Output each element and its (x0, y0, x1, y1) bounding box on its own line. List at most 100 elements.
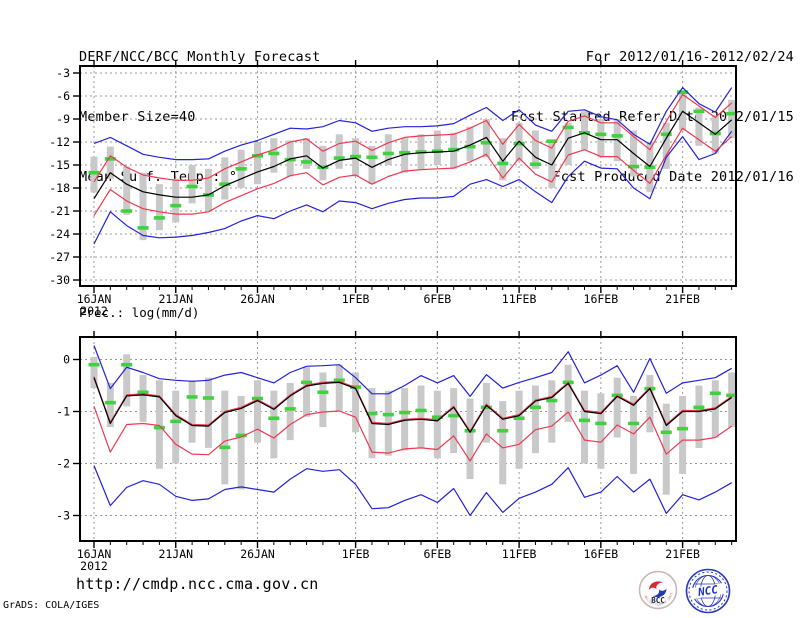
obs-dash (268, 416, 280, 421)
obs-dash (137, 226, 149, 230)
axes: 0 -1 -2 -3 16JAN 21JAN 26JAN 1FEB 6FEB 11FEB 16FEB… (56, 331, 737, 573)
spread-bar (679, 395, 687, 474)
spread-bar (581, 111, 588, 150)
chart-temp-ensemble-max-line (93, 86, 733, 161)
spread-bar (499, 138, 507, 181)
spread-bar (613, 377, 621, 438)
x-tick-label: 11FEB (502, 547, 537, 561)
obs-dash (219, 445, 231, 450)
spread-bar (172, 390, 180, 464)
site-url: http://cmdp.ncc.cma.gov.cn (76, 575, 319, 593)
obs-dash (350, 154, 362, 159)
spread-bar (531, 130, 539, 169)
obs-dash (153, 425, 165, 430)
spread-bar (106, 382, 114, 428)
spread-bar (155, 184, 163, 231)
obs-dash (153, 216, 165, 220)
obs-dash (186, 395, 198, 399)
spread-bar (221, 157, 229, 200)
spread-bar (188, 165, 196, 204)
obs-dash (137, 390, 149, 395)
precipitation-chart: 0 -1 -2 -3 16JAN 21JAN 26JAN 1FEB 6FEB 11FEB 16FEB… (56, 331, 738, 573)
obs-dash (121, 209, 133, 213)
x-tick-label: 16JAN (77, 292, 112, 306)
chart-prec-ensemble-mean-line (93, 377, 733, 433)
spread-bar (254, 380, 261, 443)
obs-dash (170, 203, 182, 208)
page-title: DERF/NCC/BCC Monthly Forecast (79, 49, 321, 65)
spread-bar (123, 166, 131, 215)
y-tick-label: -3 (56, 66, 70, 80)
spread-bar (188, 380, 196, 443)
chart-prec-ensemble-plus-std-line (93, 376, 733, 432)
obs-dash (448, 413, 460, 418)
x-tick-label: 26JAN (240, 292, 275, 306)
chart-temp-ensemble-mean-line (93, 110, 733, 200)
spread-bar (466, 398, 474, 480)
spread-bar (433, 130, 441, 166)
spread-bar (417, 385, 425, 448)
obs-dash (301, 380, 313, 385)
chart-temp-ensemble-min-line (93, 130, 733, 245)
y-tick-label: -24 (49, 227, 70, 241)
spread-bar (221, 390, 229, 485)
spread-bar (728, 99, 736, 139)
y-tick-label: -9 (56, 112, 70, 126)
spread-bar (303, 138, 311, 169)
spread-bar (90, 156, 98, 193)
obs-dash (219, 182, 231, 186)
ensemble-lines (93, 86, 733, 245)
obs-dash (497, 428, 509, 433)
obs-dash (595, 421, 607, 426)
obs-dash (693, 109, 705, 114)
x-tick-label: 11FEB (502, 292, 537, 306)
bcc-blue-swirl (652, 588, 667, 598)
obs-dash (317, 390, 329, 395)
obs-dash (235, 433, 247, 438)
x-tick-label: 21FEB (665, 547, 700, 561)
x-tick-label: 16JAN (77, 547, 112, 561)
obs-dash (333, 156, 345, 160)
ncc-logo-label: NCC (696, 583, 719, 599)
x-tick-label: 21FEB (665, 292, 700, 306)
obs-dash (464, 144, 476, 149)
temperature-chart: -3 -6 -9 -12 -15 -18 -21 -24 -27 -30 16JAN 21JAN 26J… (49, 60, 738, 318)
ncc-logo: NCC (685, 568, 731, 614)
obs-dash (611, 134, 623, 138)
obs-dash (529, 405, 541, 410)
y-tick-label: -12 (49, 135, 70, 149)
grads-credit: GrADS: COLA/IGES (3, 600, 100, 611)
bcc-logo-label: BCC (651, 596, 665, 605)
chart-prec-ensemble-min-line (93, 465, 732, 517)
chart-temp-ensemble-plus-std-line (93, 93, 733, 183)
spread-bar (401, 138, 409, 173)
obs-dash (399, 150, 411, 155)
obs-dash (121, 362, 133, 367)
y-tick-label: -15 (49, 158, 70, 172)
y-tick-label: 0 (63, 353, 70, 367)
obs-dash (104, 400, 116, 405)
obs-dash (546, 139, 558, 144)
spread-bar (270, 390, 278, 459)
spread-bar (597, 119, 605, 158)
spread-bar (270, 138, 278, 173)
obs-dash (252, 154, 263, 158)
x-tick-label: 26JAN (240, 547, 275, 561)
y-tick-label: -3 (56, 509, 70, 523)
spread-bar (123, 354, 131, 407)
bcc-red-swirl (649, 581, 663, 590)
obs-dash (252, 396, 263, 401)
spread-bar (204, 168, 212, 212)
bcc-logo: BCC BEIJING CLIMATE CENTER (638, 570, 678, 610)
chart-prec-ensemble-minus-std-line (93, 406, 733, 462)
obs-dash (448, 147, 460, 152)
spread-bar (139, 375, 147, 422)
y-tick-label: -30 (49, 273, 70, 287)
spread-bar (450, 388, 458, 454)
obs-dash (579, 418, 590, 423)
obs-dash (709, 391, 721, 396)
obs-dash (660, 132, 672, 137)
spread-bar (531, 385, 539, 454)
spread-bar (319, 372, 327, 428)
spread-bar (352, 372, 360, 433)
